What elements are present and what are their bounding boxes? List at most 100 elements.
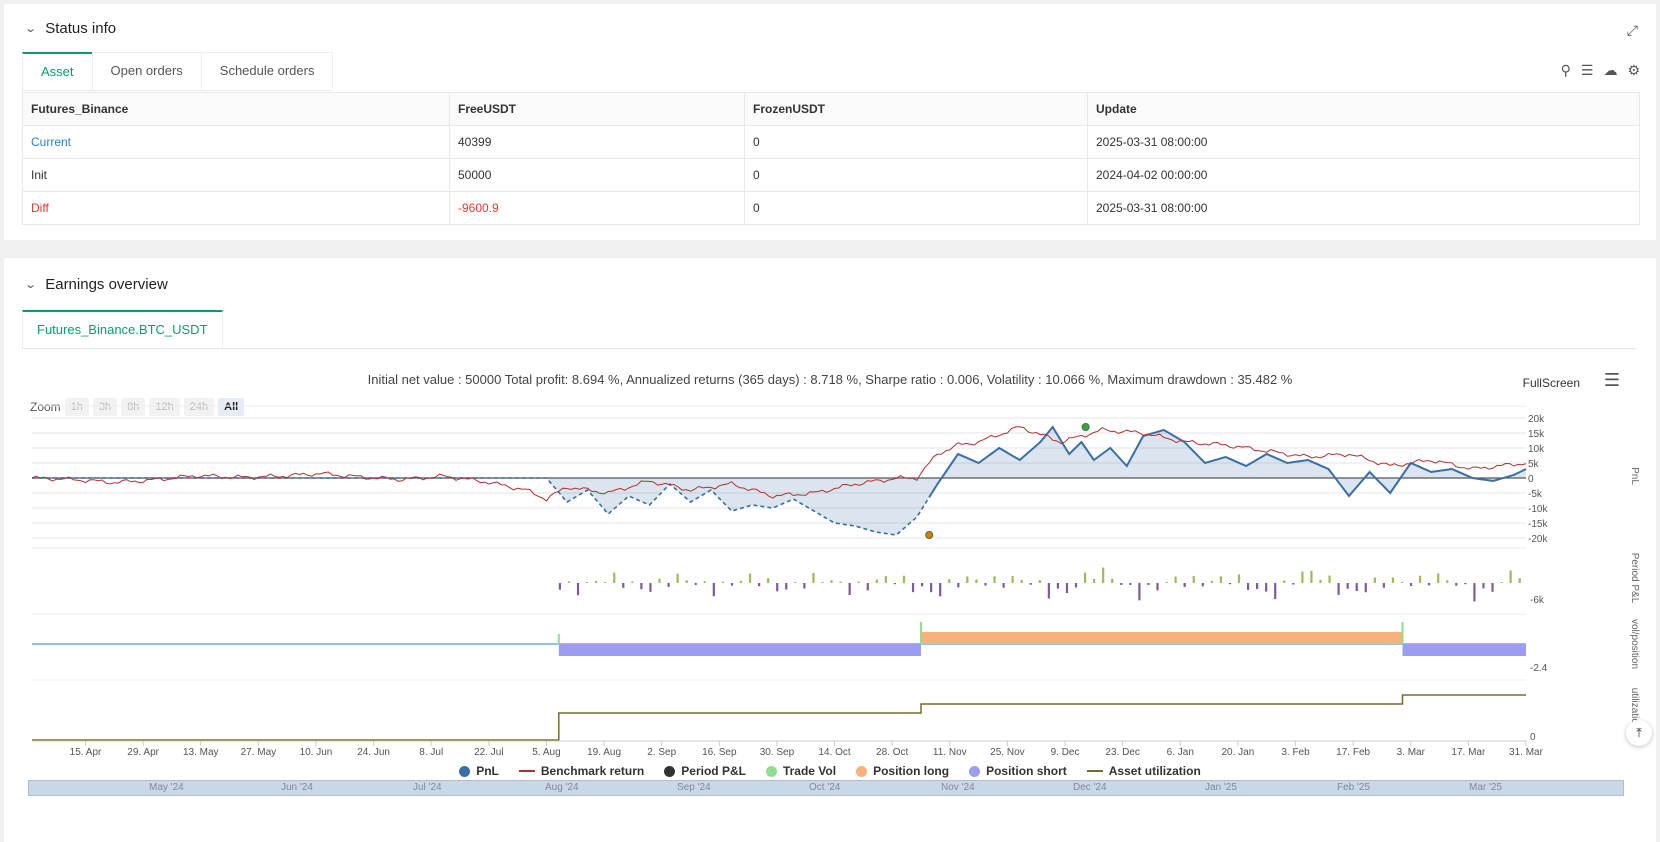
x-tick-label: 28. Oct — [876, 747, 908, 758]
zoom-24h[interactable]: 24h — [183, 398, 215, 416]
period-pnl-bar — [830, 580, 833, 583]
period-pnl-bar — [1473, 583, 1476, 602]
pnl-area — [32, 427, 1526, 535]
legend-position-long[interactable]: Position long — [856, 764, 949, 778]
period-pnl-bar — [1020, 579, 1023, 583]
period-pnl-bar — [975, 579, 978, 583]
backtest-chart[interactable]: 20k 15k 10k 5k 0 -5k -10k -15k -20k PnL -6k Period … — [4, 258, 1656, 764]
earnings-tabs: Futures_Binance.BTC_USDT — [22, 310, 1636, 349]
cell: 0 — [744, 125, 1088, 159]
y-tick-label: -15k — [1528, 519, 1548, 530]
legend-position-short[interactable]: Position short — [969, 764, 1067, 778]
period-pnl-bar — [1391, 577, 1395, 583]
legend-label: Position long — [873, 764, 950, 778]
position-short-bar — [1402, 644, 1526, 656]
period-pnl-bar — [1237, 574, 1241, 583]
period-pnl-bar — [1328, 575, 1331, 583]
legend-trade-vol[interactable]: Trade Vol — [765, 764, 836, 778]
navigator-label: Jan '25 — [1205, 782, 1237, 793]
period-pnl-bar — [794, 582, 797, 583]
period-pnl-bar — [1174, 576, 1177, 583]
period-pnl-bar — [730, 583, 734, 586]
status-panel-header[interactable]: ⌄ Status info — [24, 20, 117, 37]
position-short-bar — [558, 644, 921, 656]
zoom-3h[interactable]: 3h — [92, 398, 118, 416]
period-pnl-bar — [1056, 583, 1060, 589]
zoom-all[interactable]: All — [218, 398, 245, 416]
zoom-8h[interactable]: 8h — [121, 398, 146, 416]
zoom-12h[interactable]: 12h — [149, 398, 180, 416]
chart-legend: PnL Benchmark return Period P&L Trade Vo… — [4, 764, 1656, 778]
period-pnl-bar — [1400, 582, 1404, 583]
period-pnl-bar — [739, 580, 743, 583]
legend-label: Position short — [986, 764, 1067, 778]
period-pnl-bar — [1446, 580, 1449, 583]
y-tick-label: -5k — [1528, 489, 1543, 500]
period-pnl-bar — [1065, 583, 1069, 594]
x-tick-label: 31. Mar — [1509, 747, 1544, 758]
period-pnl-bar — [676, 573, 679, 583]
legend-marker — [459, 765, 471, 777]
y-tick-label: 20k — [1528, 414, 1545, 425]
legend-label: Period P&L — [681, 764, 746, 778]
y-tick-label: -2.4 — [1530, 663, 1548, 674]
gear-icon[interactable]: ⚙ — [1627, 62, 1640, 78]
y-tick-label: 5k — [1528, 459, 1540, 470]
chevron-down-icon[interactable]: ⌄ — [24, 279, 38, 291]
legend-marker — [664, 765, 676, 777]
tab-schedule-orders[interactable]: Schedule orders — [200, 52, 334, 89]
expand-icon[interactable]: ⤢ — [1626, 22, 1638, 38]
x-tick-label: 3. Feb — [1281, 747, 1310, 758]
list-icon[interactable]: ☰ — [1580, 62, 1594, 78]
row-label-current[interactable]: Current — [22, 125, 450, 159]
range-navigator[interactable]: May '24 Jun '24 Jul '24 Aug '24 Sep '24 Oct '… — [28, 780, 1624, 796]
fullscreen-button[interactable]: FullScreen — [1522, 376, 1580, 390]
earnings-panel: ⌄ Earnings overview Futures_Binance.BTC_… — [4, 258, 1656, 842]
panel-title: Status info — [45, 20, 117, 37]
period-pnl-bar — [1382, 583, 1385, 588]
cell: 2025-03-31 08:00:00 — [1087, 191, 1640, 225]
period-pnl-bar — [1246, 583, 1250, 590]
legend-period-pnl[interactable]: Period P&L — [664, 764, 746, 778]
benchmark-line — [31, 426, 1527, 502]
x-tick-label: 13. May — [183, 747, 219, 758]
column-header: FrozenUSDT — [744, 92, 1088, 126]
x-tick-label: 15. Apr — [70, 747, 102, 758]
zoom-1h[interactable]: 1h — [64, 398, 89, 416]
legend-asset-utilization[interactable]: Asset utilization — [1086, 764, 1201, 778]
period-pnl-bar — [1337, 583, 1340, 595]
period-pnl-bar — [1083, 572, 1087, 583]
period-pnl-bar — [748, 573, 752, 583]
x-tick-label: 14. Oct — [818, 747, 850, 758]
period-pnl-bar — [1102, 567, 1105, 583]
tab-asset[interactable]: Asset — [22, 52, 93, 90]
cloud-download-icon[interactable]: ☁ — [1603, 62, 1618, 78]
period-pnl-bar — [1228, 583, 1232, 585]
hamburger-menu-icon[interactable]: ☰ — [1603, 370, 1620, 390]
period-pnl-bar — [622, 583, 625, 588]
cell: 40399 — [449, 125, 745, 159]
trade-vol-bar — [557, 634, 560, 644]
search-icon[interactable]: ⚲ — [1560, 62, 1571, 78]
x-tick-label: 17. Feb — [1336, 747, 1370, 758]
period-pnl-bar — [902, 575, 906, 583]
legend-benchmark[interactable]: Benchmark return — [518, 764, 645, 778]
back-to-top-button[interactable]: ⤒ — [1626, 720, 1652, 746]
period-pnl-bar — [1147, 583, 1150, 586]
legend-label: Benchmark return — [540, 764, 645, 778]
x-tick-label: 3. Mar — [1397, 747, 1426, 758]
earnings-panel-header[interactable]: ⌄ Earnings overview — [24, 276, 168, 293]
tab-btc-usdt[interactable]: Futures_Binance.BTC_USDT — [22, 310, 223, 348]
position-long-bar — [920, 632, 1403, 644]
pane-ylabel: PnL — [1629, 467, 1640, 485]
asset-utilization-line — [32, 694, 1526, 741]
tab-open-orders[interactable]: Open orders — [91, 52, 202, 89]
x-tick-label: 8. Jul — [419, 747, 443, 758]
chevron-down-icon[interactable]: ⌄ — [24, 23, 38, 35]
legend-pnl[interactable]: PnL — [459, 764, 499, 778]
column-header: FreeUSDT — [449, 92, 745, 126]
period-pnl-bar — [884, 575, 887, 583]
navigator-label: Sep '24 — [677, 782, 711, 793]
x-tick-label: 9. Dec — [1051, 747, 1080, 758]
period-pnl-bar — [1138, 583, 1141, 601]
